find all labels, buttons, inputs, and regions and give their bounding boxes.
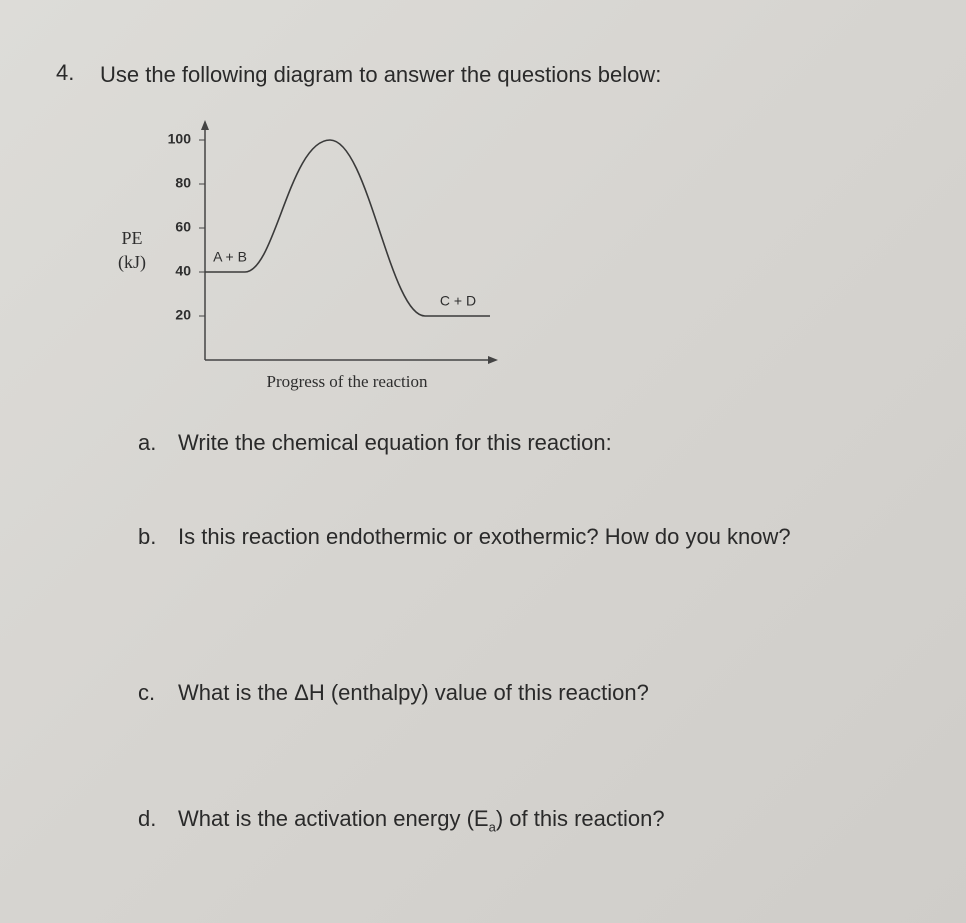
text: ) of this reaction? — [495, 806, 665, 831]
y-label: (kJ) — [118, 252, 146, 273]
y-tick-label: 20 — [175, 307, 191, 323]
part-text: What is the ΔH (enthalpy) value of this … — [178, 680, 649, 705]
y-label: PE — [121, 228, 142, 248]
x-label: Progress of the reaction — [267, 372, 428, 391]
part-text: Write the chemical equation for this rea… — [178, 430, 612, 455]
part-text: What is the activation energy (Ea) of th… — [178, 806, 665, 834]
part-letter: a. — [138, 430, 157, 455]
part-text: Is this reaction endothermic or exotherm… — [178, 524, 791, 549]
y-tick-label: 60 — [175, 219, 191, 235]
part-letter: c. — [138, 680, 156, 705]
product-label: C + D — [440, 293, 476, 309]
x-axis-arrow — [488, 356, 498, 364]
energy-diagram: PE (kJ) Progress of the reaction 20 40 60 8… — [118, 120, 498, 391]
part-letter: d. — [138, 806, 157, 831]
y-tick-label: 40 — [175, 263, 191, 279]
reactant-label: A + B — [213, 249, 247, 265]
text: What is the activation energy (E — [178, 806, 489, 831]
question-number: 4. — [56, 60, 75, 85]
part-letter: b. — [138, 524, 157, 549]
energy-curve — [205, 139, 490, 317]
y-axis-arrow — [201, 120, 209, 130]
question-text: Use the following diagram to answer the … — [100, 62, 662, 87]
y-tick-label: 80 — [175, 175, 191, 191]
subscript: a — [488, 819, 496, 835]
y-tick-label: 100 — [168, 131, 192, 147]
